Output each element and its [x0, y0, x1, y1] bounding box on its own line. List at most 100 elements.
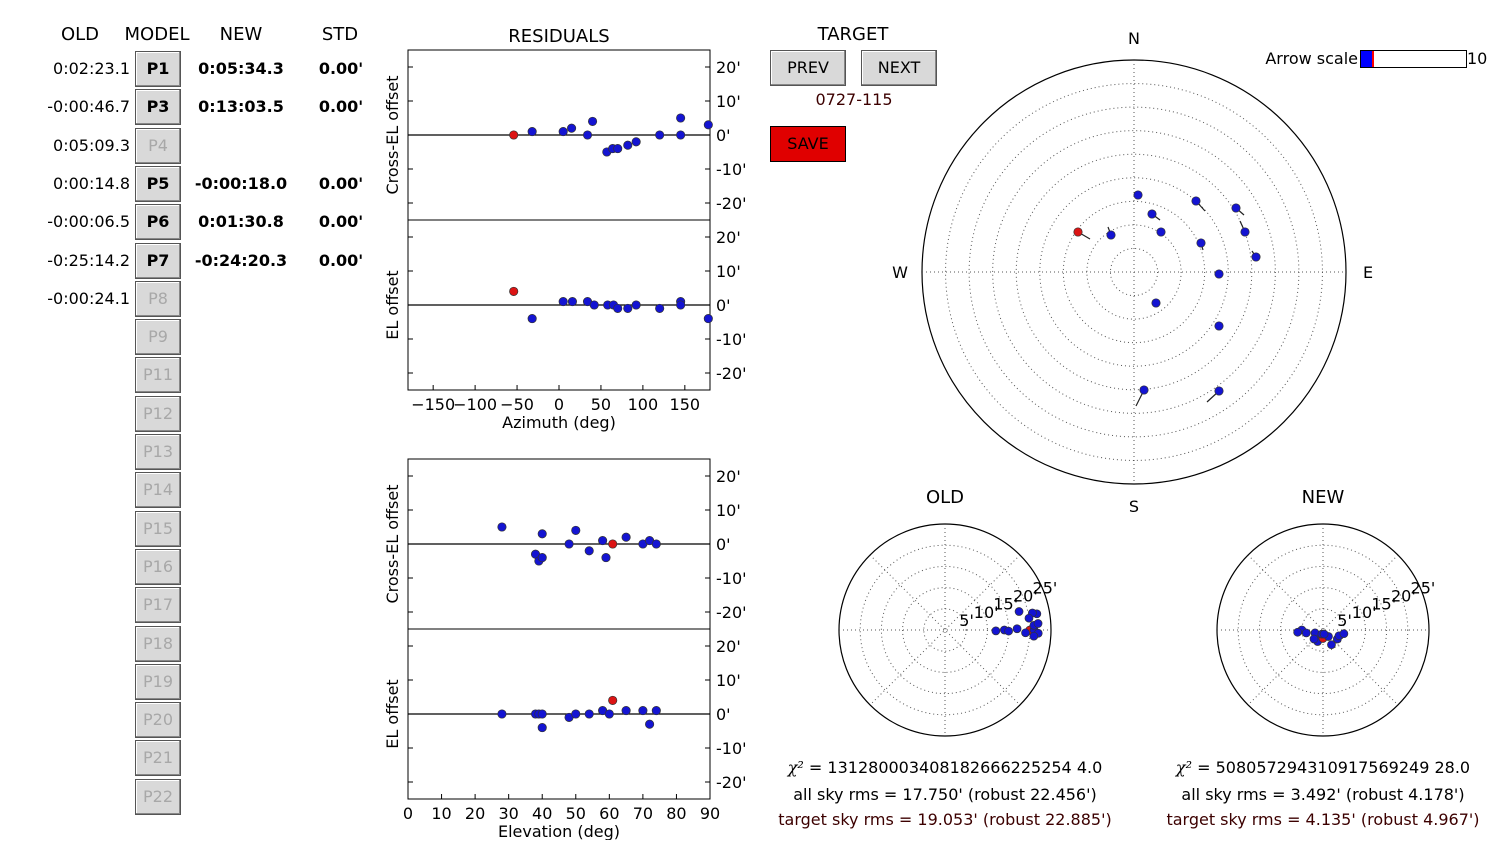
x-tick-label: 50: [566, 804, 586, 823]
polar-tick-label: 15': [993, 595, 1018, 614]
model-param-button[interactable]: P21: [135, 740, 181, 777]
data-point: [623, 303, 633, 313]
sky-point: [1191, 196, 1201, 206]
model-param-button[interactable]: P13: [135, 434, 181, 470]
model-param-button[interactable]: P3: [135, 89, 181, 126]
model-param-button[interactable]: P15: [135, 510, 181, 547]
data-point: [621, 532, 631, 542]
new-target-rms: target sky rms = 4.135' (robust 4.967'): [1166, 810, 1480, 829]
old-value: -0:00:46.7: [47, 97, 130, 117]
polar-grid-spoke: [1247, 554, 1399, 706]
target-name: 0727-115: [815, 90, 893, 109]
data-point: [613, 303, 623, 313]
model-param-button[interactable]: P6: [135, 204, 181, 241]
polar-point: [1029, 631, 1039, 641]
chi2-symbol: χ²: [1175, 758, 1193, 777]
elev-el-plot: 20' 10' 0' -10' -20' EL offset 0 10 20 30 40 50 60 70…: [383, 628, 747, 840]
data-point: [582, 130, 593, 140]
model-param-button[interactable]: P22: [135, 778, 181, 815]
model-param-button[interactable]: P8: [135, 280, 181, 317]
model-param-button[interactable]: P7: [135, 242, 181, 279]
model-param-button[interactable]: P1: [135, 51, 181, 87]
y-tick-label: -10': [716, 160, 747, 179]
model-param-button[interactable]: P19: [135, 663, 181, 700]
sky-target-point: [1073, 227, 1083, 237]
polar-point: [991, 626, 1001, 636]
target-title: TARGET: [817, 24, 889, 45]
x-tick-label: 150: [670, 395, 701, 414]
std-value: 0.00': [318, 173, 364, 193]
y-tick-label: 0': [716, 535, 731, 554]
sky-point: [1147, 209, 1157, 219]
old-value: 0:00:14.8: [53, 173, 130, 193]
model-column-header: MODEL: [124, 24, 190, 45]
x-tick-label: 100: [628, 395, 659, 414]
data-point: [558, 297, 568, 307]
std-value: 0.00': [318, 250, 364, 270]
next-button[interactable]: NEXT: [861, 50, 937, 86]
new-column-header: NEW: [219, 24, 263, 45]
sky-point: [1151, 298, 1161, 308]
new-value: 0:01:30.8: [198, 212, 284, 232]
model-param-button[interactable]: P4: [135, 127, 181, 164]
save-button[interactable]: SAVE: [770, 126, 846, 162]
old-chi2: χ² = 131280003408182666225254 4.0: [760, 758, 1130, 777]
data-point: [598, 536, 608, 546]
model-param-button[interactable]: P9: [135, 319, 181, 356]
old-value: 0:02:23.1: [53, 59, 130, 78]
new-chi2: χ² = 508057294310917569249 28.0: [1138, 758, 1508, 777]
data-point: [584, 546, 594, 556]
model-param-button[interactable]: P18: [135, 625, 181, 662]
old-all-rms: all sky rms = 17.750' (robust 22.456'): [793, 785, 1097, 804]
y-tick-label: -10': [716, 569, 747, 588]
model-param-button[interactable]: P16: [135, 548, 181, 585]
y-axis-label: EL offset: [383, 270, 402, 339]
polar-point: [1319, 629, 1329, 639]
elev-crossel-plot: 20' 10' 0' -10' -20' Cross-EL offset: [383, 458, 747, 630]
old-polar-plot: 5' 10'15'20'25': [838, 523, 1057, 737]
data-point: [676, 130, 686, 140]
std-value: 0.00': [318, 59, 364, 78]
model-param-button[interactable]: P12: [135, 395, 181, 432]
data-point: [558, 127, 568, 137]
y-tick-label: 10': [716, 262, 741, 281]
chi2-symbol: χ²: [787, 758, 804, 777]
data-point: [676, 113, 686, 123]
arrow-scale-fill: [1361, 51, 1372, 67]
model-param-button[interactable]: P17: [135, 587, 181, 624]
old-value: -0:25:14.2: [47, 250, 130, 270]
polar-tick-label: 10': [1352, 603, 1377, 622]
data-point: [621, 706, 631, 716]
polar-point: [1309, 634, 1319, 644]
model-param-button[interactable]: P20: [135, 702, 181, 739]
sky-plot: N S E W: [892, 29, 1373, 516]
old-value: -0:00:24.1: [47, 288, 130, 308]
y-tick-label: 20': [716, 467, 741, 486]
arrow-scale-label: Arrow scale: [1265, 49, 1358, 68]
old-panel-title: OLD: [925, 487, 965, 508]
compass-e: E: [1363, 263, 1373, 282]
polar-point: [1293, 627, 1303, 637]
x-tick-label: 0: [403, 804, 413, 823]
x-tick-label: 10: [431, 804, 451, 823]
residuals-title: RESIDUALS: [508, 26, 610, 47]
prev-button[interactable]: PREV: [770, 50, 846, 86]
polar-grid-spoke: [869, 554, 1021, 706]
polar-tick-label: 5': [959, 611, 974, 630]
new-polar-plot: 5' 10'15'20'25': [1216, 523, 1435, 737]
x-tick-label: 0: [554, 395, 564, 414]
data-point: [631, 300, 641, 310]
model-param-button[interactable]: P5: [135, 165, 181, 202]
sky-grid-ring: [1062, 200, 1206, 344]
polar-grid-spoke: [1247, 554, 1399, 706]
model-param-button[interactable]: P11: [135, 357, 181, 394]
arrow-scale-slider[interactable]: [1360, 50, 1467, 68]
az-el-plot: 20' 10' 0' -10' -20' EL offset −150−100 −50 0 50 1…: [383, 219, 747, 432]
model-param-button[interactable]: P14: [135, 472, 181, 509]
compass-w: W: [892, 263, 908, 282]
new-value: -0:24:20.3: [194, 250, 288, 270]
y-tick-label: -20': [716, 603, 747, 622]
sky-grid-ring: [1086, 224, 1182, 320]
x-axis-label: Azimuth (deg): [502, 413, 616, 432]
new-chi2-value: = 508057294310917569249 28.0: [1197, 758, 1471, 777]
